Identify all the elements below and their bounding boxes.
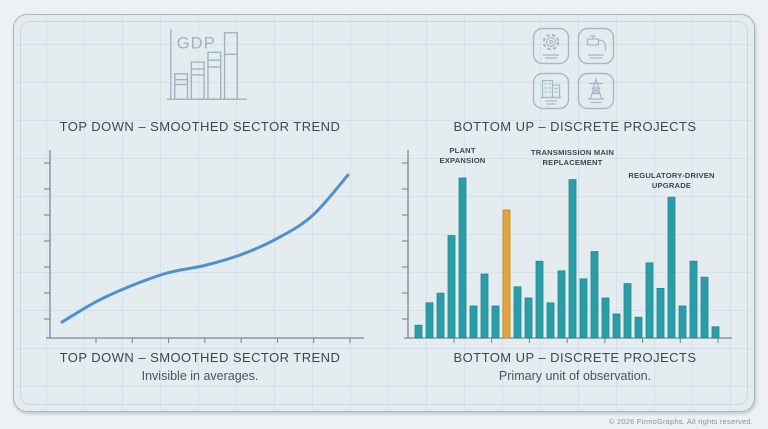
right-panel-subtitle: Primary unit of observation. [498,369,652,383]
project-icons-grid [532,27,615,110]
building-icon [532,72,570,110]
bar-annotation-line: REPLACEMENT [543,158,603,167]
transmission-tower-icon [577,72,615,110]
bar-annotation-line: UPGRADE [652,181,691,190]
bar-annotation-line: TRANSMISSION MAIN [531,148,614,157]
right-panel-bottom-title: BOTTOM UP – DISCRETE PROJECTS [453,350,697,365]
left-panel-subtitle: Invisible in averages. [141,369,259,383]
copyright-footer: © 2026 FirmoGraphs. All rights reserved. [609,417,753,426]
bar-annotation-line: PLANT [449,146,475,155]
smoothed-trend-line-chart [44,150,364,343]
gear-icon [532,27,570,65]
bar-annotation-line: REGULATORY-DRIVEN [628,171,714,180]
infographic-card [13,14,755,412]
left-panel-bottom-title: TOP DOWN – SMOOTHED SECTOR TREND [59,350,341,365]
gdp-bar-chart-icon: GDP [166,28,248,100]
bar-annotation-line: EXPANSION [440,156,486,165]
left-panel-top-title: TOP DOWN – SMOOTHED SECTOR TREND [59,119,341,134]
gdp-icon-label: GDP [177,33,216,52]
right-panel-top-title: BOTTOM UP – DISCRETE PROJECTS [453,119,697,134]
water-valve-icon [577,27,615,65]
